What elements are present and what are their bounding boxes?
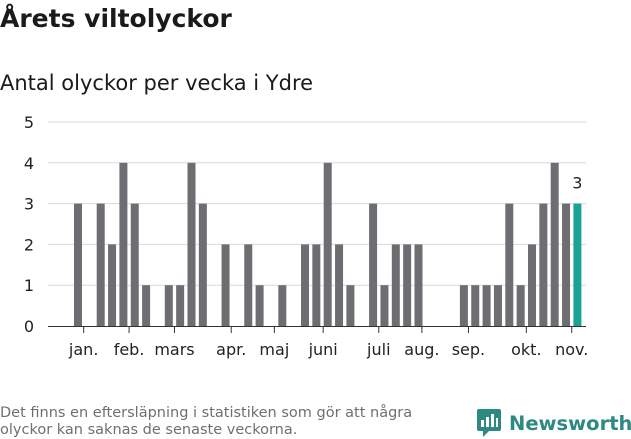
x-tick-label: juni (308, 340, 338, 359)
y-tick-label: 1 (24, 276, 34, 295)
bar (142, 285, 151, 326)
x-tick-label: okt. (511, 340, 541, 359)
x-tick-label: maj (259, 340, 289, 359)
bar (221, 244, 230, 326)
x-tick-label: sep. (452, 340, 485, 359)
bar (96, 203, 105, 326)
bar (391, 244, 400, 326)
bar (562, 203, 571, 326)
y-tick-label: 5 (24, 113, 34, 132)
bar (335, 244, 344, 326)
bar (244, 244, 253, 326)
highlight-value-label: 3 (572, 174, 582, 193)
bar (550, 162, 559, 326)
footnote: Det finns en eftersläpning i statistiken… (0, 405, 413, 438)
bar (403, 244, 412, 326)
bar (471, 285, 480, 326)
highlight-bar (573, 203, 582, 326)
x-tick-label: apr. (216, 340, 246, 359)
bar (482, 285, 491, 326)
bar (130, 203, 139, 326)
brand[interactable]: Newsworthy (476, 408, 631, 438)
bar (414, 244, 423, 326)
bar (198, 203, 207, 326)
bar (505, 203, 514, 326)
x-tick-label: juli (366, 340, 390, 359)
bar (346, 285, 355, 326)
x-tick-label: feb. (114, 340, 145, 359)
bar (380, 285, 389, 326)
bar (528, 244, 536, 326)
bar (164, 285, 173, 326)
bar (539, 203, 548, 326)
bar (187, 162, 196, 326)
y-tick-label: 2 (24, 235, 34, 254)
bar (369, 203, 378, 326)
bar (119, 162, 128, 326)
y-tick-label: 0 (24, 317, 34, 336)
bar (312, 244, 321, 326)
bar (108, 244, 117, 326)
bar (459, 285, 468, 326)
newsworthy-logo-icon (477, 409, 501, 437)
bar (255, 285, 264, 326)
chart-title: Årets viltolyckor (0, 4, 232, 33)
bar (74, 203, 82, 326)
x-tick-label: jan. (68, 340, 98, 359)
y-tick-label: 3 (24, 195, 34, 214)
bar-chart: 0 1 2 3 4 5 3 jan. feb. mars apr. maj juni juli aug. se… (24, 113, 589, 359)
bar (516, 285, 525, 326)
brand-name: Newsworthy (509, 411, 631, 435)
y-tick-label: 4 (24, 154, 34, 173)
bar (301, 244, 309, 326)
x-tick-label: aug. (404, 340, 439, 359)
x-tick-label: mars (154, 340, 194, 359)
bar (323, 162, 332, 326)
chart-subtitle: Antal olyckor per vecka i Ydre (0, 71, 314, 95)
x-tick-label: nov. (555, 340, 588, 359)
bar (493, 285, 502, 326)
bar (176, 285, 185, 326)
bar (278, 285, 287, 326)
